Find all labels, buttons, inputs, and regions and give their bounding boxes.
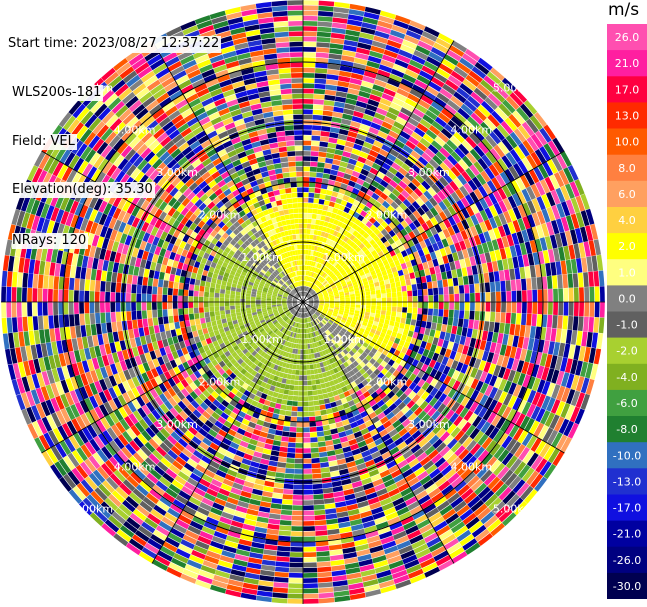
range-ring-label: 4.00km: [114, 460, 156, 473]
colorbar-tick-label: -30.0: [613, 580, 641, 593]
colorbar-tick-label: -2.0: [616, 345, 637, 358]
colorbar-tick-label: 13.0: [615, 110, 640, 123]
azimuth-spokes: [1, 0, 605, 604]
elevation-label: Elevation(deg): 35.30: [12, 182, 155, 199]
range-ring-label: 2.00km: [366, 375, 408, 388]
colorbar-tick-label: -6.0: [616, 397, 637, 410]
range-ring-label: 3.00km: [156, 418, 198, 431]
colorbar-tick-label: -21.0: [613, 528, 641, 541]
colorbar-tick-label: 0.0: [618, 292, 636, 305]
azimuth-spoke: [302, 150, 565, 303]
range-ring-label: 3.00km: [408, 418, 450, 431]
colorbar-swatch: [607, 572, 647, 599]
range-ring-label: 5.00km: [493, 81, 535, 94]
azimuth-spoke: [302, 301, 565, 454]
field-label: Field: VEL: [12, 133, 77, 150]
range-ring-label: 3.00km: [156, 166, 198, 179]
plot-header: Start time: 2023/08/27 12:37:22 WLS200s-…: [0, 4, 222, 265]
colorbar-tick-label: 10.0: [615, 136, 640, 149]
colorbar-swatch: [607, 546, 647, 574]
colorbar-swatch: [607, 128, 647, 156]
azimuth-spoke: [302, 40, 455, 303]
colorbar-tick-label: 8.0: [618, 162, 636, 175]
colorbar-tick-label: -17.0: [613, 502, 641, 515]
colorbar-swatch: [607, 102, 647, 129]
colorbar-swatch: [607, 76, 647, 103]
colorbar-tick-label: -26.0: [613, 554, 641, 567]
colorbar-tick-label: -4.0: [616, 371, 637, 384]
colorbar-swatch: [607, 442, 647, 469]
colorbar-tick-label: 6.0: [618, 188, 636, 201]
range-ring-label: 1.00km: [241, 251, 283, 264]
colorbar-tick-label: 1.0: [618, 266, 636, 279]
range-ring-label: 2.00km: [366, 209, 408, 222]
colorbar-tick-label: -10.0: [613, 449, 641, 462]
azimuth-spoke: [151, 40, 304, 303]
azimuth-spoke: [151, 301, 304, 564]
range-ring-label: 5.00km: [72, 503, 114, 516]
range-ring-label: 1.00km: [241, 333, 283, 346]
range-ring-label: 3.00km: [408, 166, 450, 179]
range-ring-label: 1.00km: [323, 333, 365, 346]
colorbar-swatch: [607, 154, 647, 182]
colorbar-swatch: [607, 285, 647, 312]
range-ring-label: 5.00km: [493, 503, 535, 516]
range-ring-label: 2.00km: [199, 375, 241, 388]
colorbar-swatch: [607, 363, 647, 391]
instrument-label: WLS200s-181: [12, 85, 104, 102]
colorbar-unit: m/s: [608, 0, 640, 20]
colorbar-swatch: [607, 494, 647, 522]
colorbar-swatch: [607, 24, 647, 51]
colorbar-swatch: [607, 233, 647, 260]
colorbar-tick-label: -8.0: [616, 423, 637, 436]
colorbar-swatch: [607, 180, 647, 208]
colorbar-swatch: [607, 337, 647, 365]
colorbar-swatch: [607, 389, 647, 417]
range-ring-label: 1.00km: [323, 251, 365, 264]
azimuth-spoke: [41, 150, 304, 303]
range-ring-labels: 1.00km 2.00km 3.00km 4.00km 5.00km 1.00km 2.00…: [72, 81, 535, 515]
colorbar-swatch: [607, 416, 647, 443]
colorbar-tick-label: 17.0: [615, 83, 640, 96]
colorbar: 26.0 21.0 17.0 13.0 10.0 8.0 6.0 4.0 2.0 1.0 0.0 -1…: [607, 24, 647, 599]
azimuth-spoke: [302, 301, 455, 564]
range-ring-label: 2.00km: [199, 209, 241, 222]
colorbar-swatch: [607, 468, 647, 495]
colorbar-swatch: [607, 207, 647, 234]
colorbar-tick-label: 2.0: [618, 240, 636, 253]
nrays-label: NRays: 120: [12, 232, 89, 250]
colorbar-swatch: [607, 259, 647, 286]
colorbar-tick-label: 26.0: [615, 31, 640, 44]
colorbar-swatch: [607, 50, 647, 77]
range-ring-label: 4.00km: [451, 124, 493, 137]
colorbar-swatch: [607, 520, 647, 548]
azimuth-spoke: [41, 301, 304, 454]
colorbar-swatch: [607, 311, 647, 339]
colorbar-tick-label: -13.0: [613, 475, 641, 488]
start-time-label: Start time: 2023/08/27 12:37:22: [8, 36, 222, 53]
colorbar-tick-label: 21.0: [615, 57, 640, 70]
colorbar-tick-label: 4.0: [618, 214, 636, 227]
range-ring-label: 4.00km: [451, 460, 493, 473]
colorbar-tick-label: -1.0: [616, 319, 637, 332]
range-ring-label: 4.00km: [114, 124, 156, 137]
